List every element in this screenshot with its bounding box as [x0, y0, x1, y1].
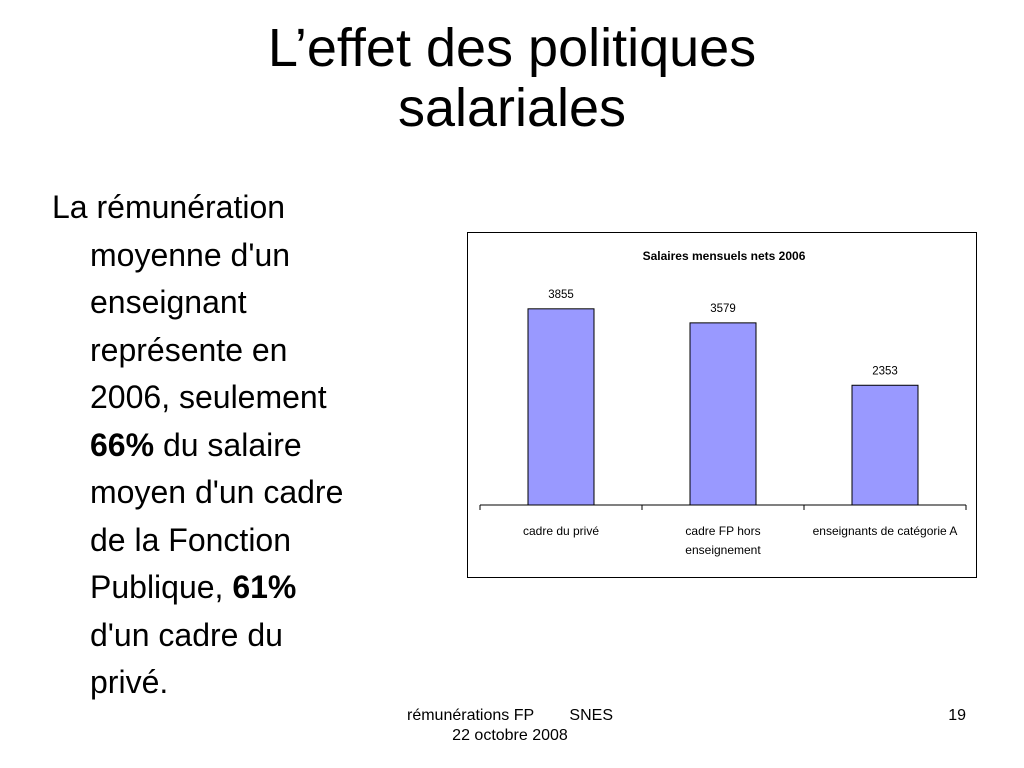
bullet-line: moyenne d'un — [52, 232, 422, 280]
bar-value-label: 3579 — [710, 303, 736, 315]
bullet-line-text: enseignant — [90, 284, 247, 320]
page-number: 19 — [948, 707, 966, 724]
category-label: cadre du privé — [523, 524, 599, 538]
category-label: cadre FP hors — [685, 524, 760, 538]
bullet-line-text: moyenne d'un — [90, 236, 291, 273]
bar — [689, 322, 757, 506]
bullet-line: privé. — [52, 659, 422, 707]
bullet-line: de la Fonction — [52, 517, 422, 565]
bullet-line: enseignant — [52, 279, 422, 327]
bullet-line: d'un cadre du — [52, 612, 422, 660]
bar-value-label: 3855 — [548, 289, 574, 301]
bullet-line: représente en — [52, 327, 422, 375]
bar-chart: Salaires mensuels nets 2006 3855 3579 2353… — [467, 232, 977, 578]
bullet-line-text: Publique, — [90, 569, 233, 605]
bars-layer: 3855 3579 2353 — [527, 289, 919, 506]
footer-line-1: rémunérations FP SNES — [406, 707, 613, 724]
bullet-line-text: La rémunération — [52, 189, 286, 225]
slide-title-line: L’effet des politiques — [267, 18, 757, 78]
ticks-layer — [479, 505, 967, 510]
footer: rémunérations FP SNES 22 octobre 2008 — [330, 706, 690, 746]
bullet-line-text: moyen d'un cadre — [90, 474, 344, 510]
bullet-paragraph: La rémunération moyenne d'un enseignant … — [52, 184, 422, 707]
category-label: enseignement — [685, 543, 761, 557]
highlight-66-percent: 66% — [90, 426, 155, 463]
bar-chart-canvas: Salaires mensuels nets 2006 3855 3579 2353… — [479, 249, 967, 557]
bullet-line-text: représente en — [90, 331, 288, 368]
bar — [851, 384, 919, 506]
bullet-line-text: du salaire — [154, 426, 302, 463]
bullet-line: 66% du salaire — [52, 422, 422, 470]
bullet-line-text: d'un cadre du — [90, 616, 283, 653]
category-labels: cadre du privé cadre FP hors enseignement e… — [523, 524, 957, 557]
bullet-line: 2006, seulement — [52, 374, 422, 422]
bar — [527, 308, 595, 506]
highlight-61-percent: 61% — [232, 569, 297, 605]
bar-value-label: 2353 — [872, 365, 898, 377]
chart-title: Salaires mensuels nets 2006 — [643, 249, 806, 263]
slide-title-line: salariales — [397, 78, 627, 138]
bullet-line: moyen d'un cadre — [52, 469, 422, 517]
bullet-line: La rémunération — [52, 184, 422, 232]
bullet-line-text: privé. — [90, 664, 169, 700]
bullet-line-text: 2006, seulement — [90, 379, 327, 415]
bullet-line-text: de la Fonction — [90, 521, 292, 558]
slide-title: L’effet des politiques salariales — [0, 18, 1024, 138]
bullet-line: Publique, 61% — [52, 564, 422, 612]
footer-line-2: 22 octobre 2008 — [452, 727, 568, 744]
category-label: enseignants de catégorie A — [813, 524, 958, 538]
